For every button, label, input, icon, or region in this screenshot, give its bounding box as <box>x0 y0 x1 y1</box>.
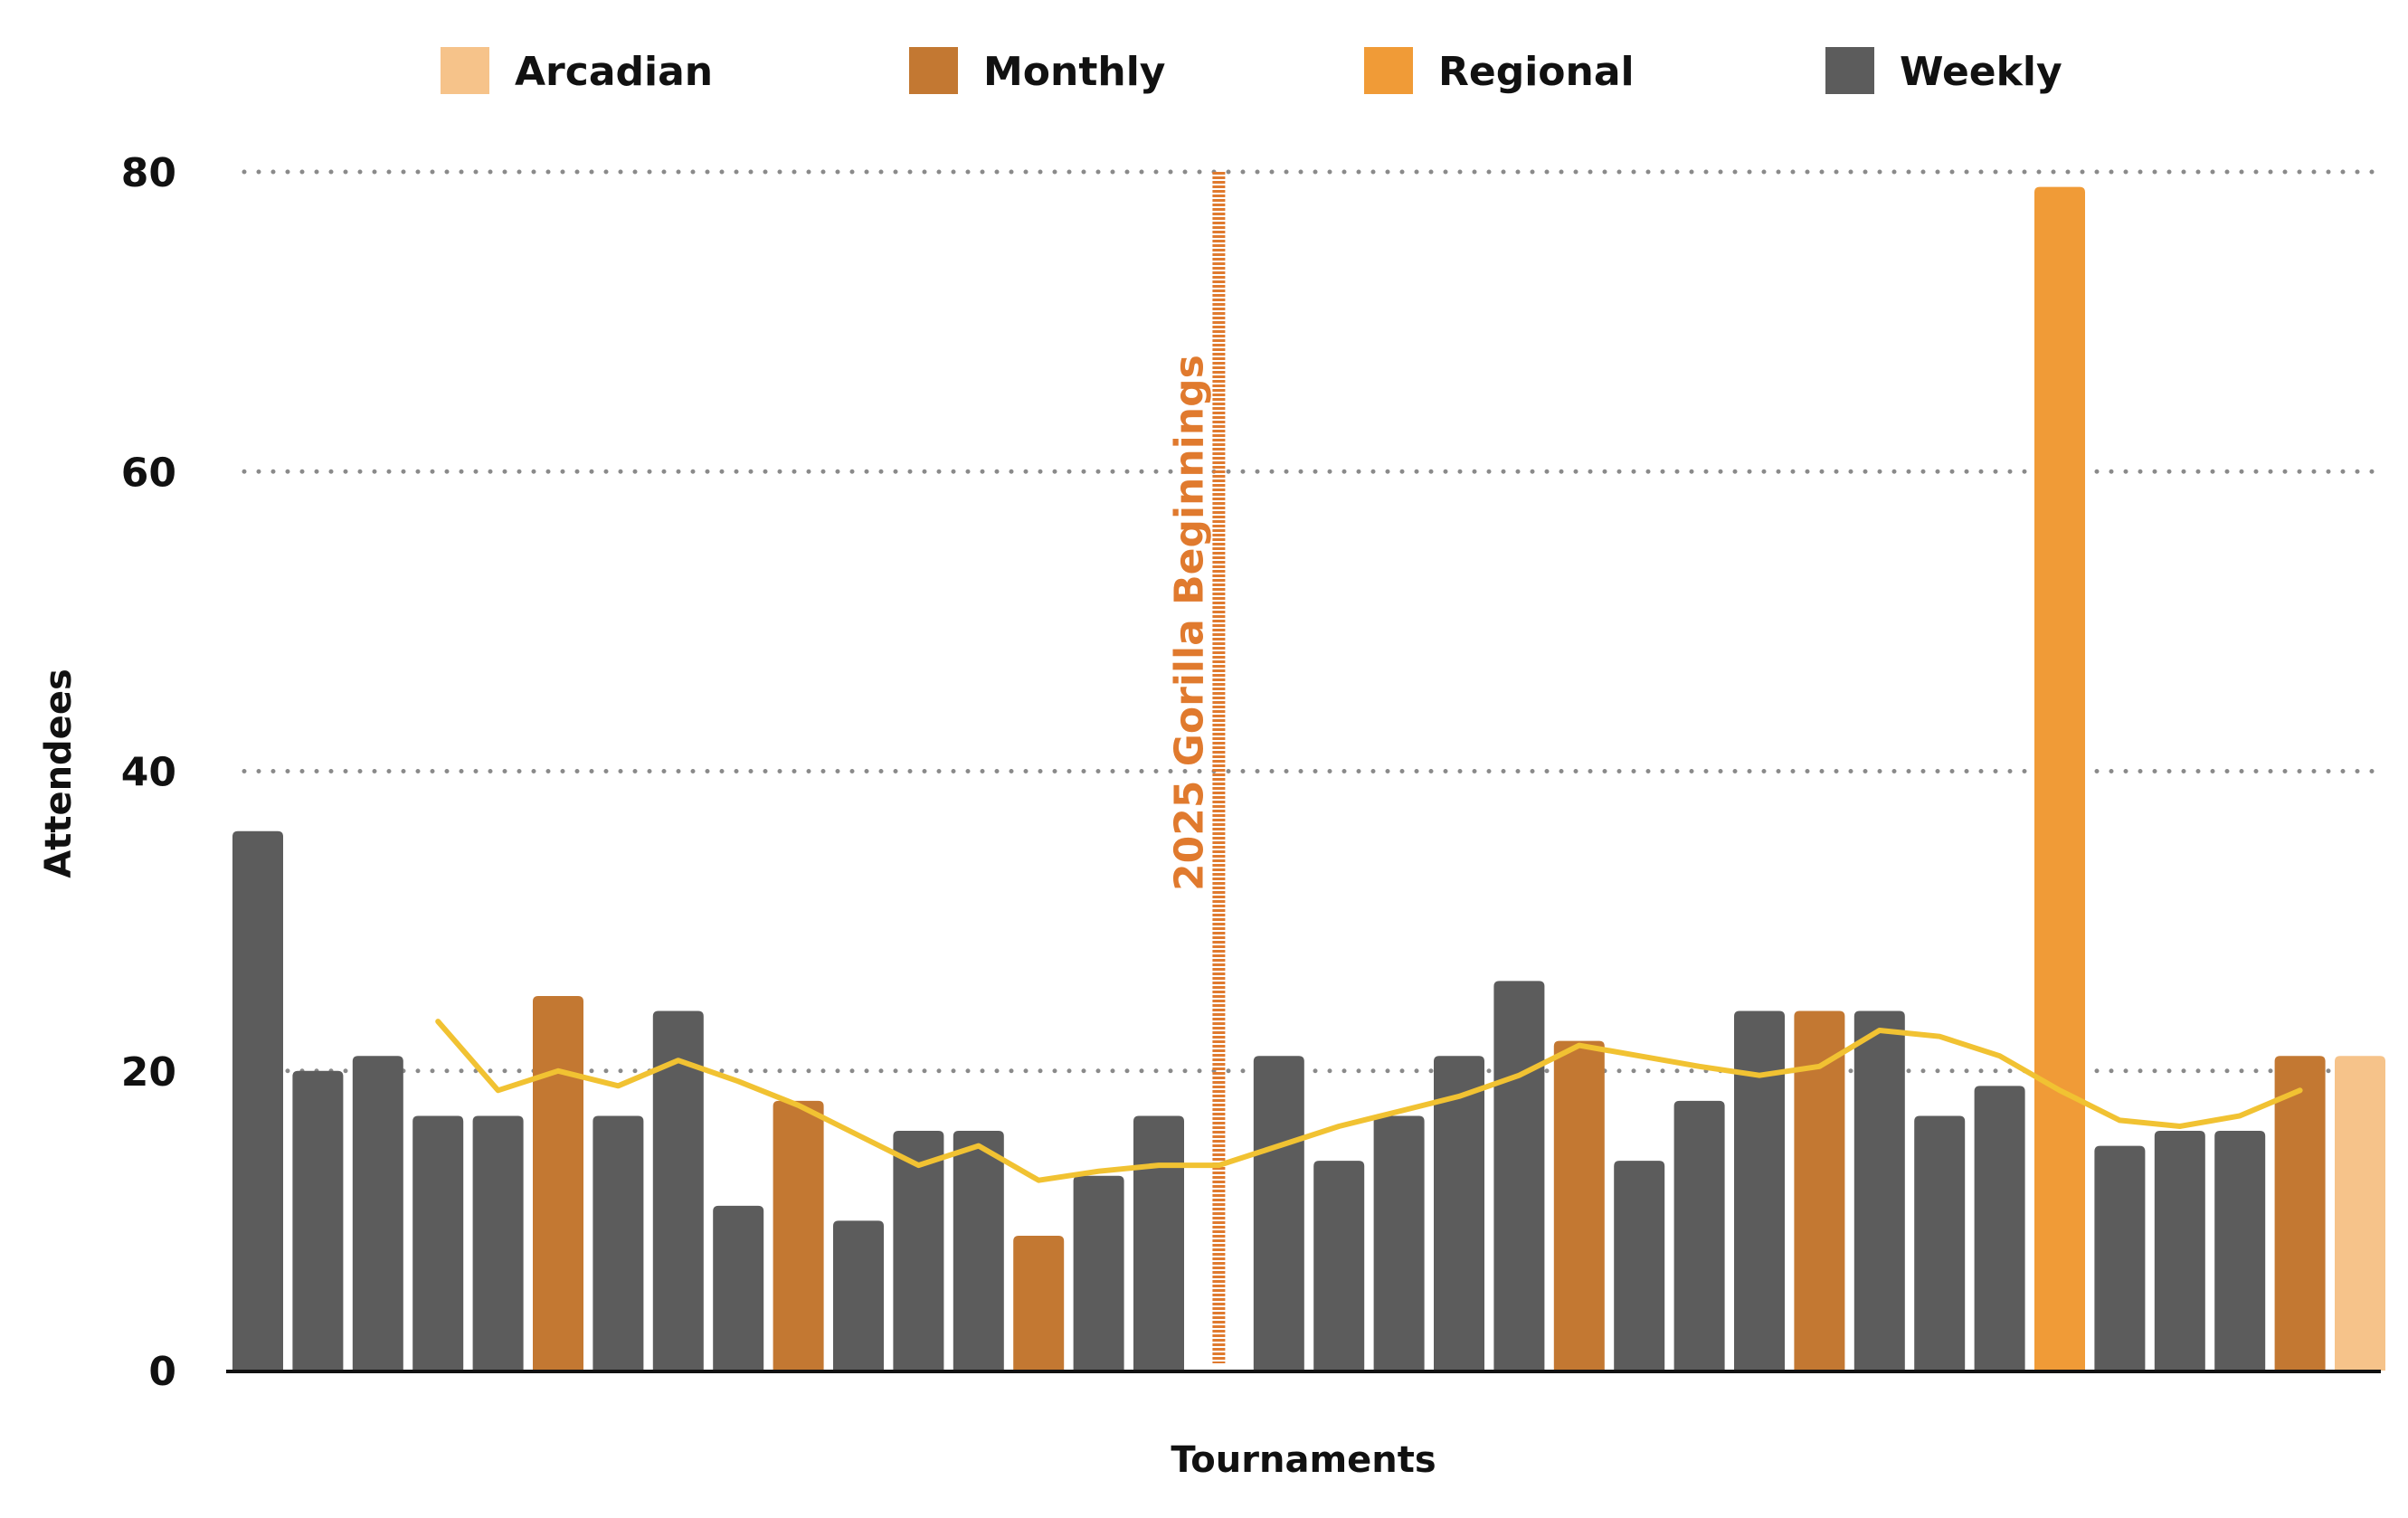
legend-swatch-regional <box>1364 47 1413 94</box>
legend-swatch-arcadian <box>441 47 489 94</box>
bar-weekly <box>1073 1175 1124 1371</box>
x-axis-title: Tournaments <box>1171 1439 1436 1481</box>
bar-weekly <box>1373 1115 1425 1371</box>
bar-arcadian <box>2335 1056 2385 1371</box>
legend-label-arcadian: Arcadian <box>515 49 713 95</box>
bar-monthly <box>1013 1235 1065 1371</box>
y-axis-ticks: 0 20 40 60 80 <box>121 150 176 1395</box>
y-tick-label: 80 <box>121 150 176 196</box>
trend-line <box>435 1019 2303 1183</box>
legend: Arcadian Monthly Regional Weekly <box>441 47 2062 95</box>
bar-monthly <box>2274 1056 2326 1371</box>
bar-monthly <box>533 995 583 1371</box>
bar-weekly <box>953 1131 1004 1371</box>
bar-weekly <box>232 830 283 1371</box>
y-axis-title: Attendees <box>38 669 80 878</box>
bar-weekly <box>2214 1131 2266 1371</box>
bar-weekly <box>1734 1010 1785 1371</box>
bar-weekly <box>352 1056 403 1371</box>
bar-weekly <box>1493 981 1545 1371</box>
bar-weekly <box>713 1205 764 1371</box>
y-tick-label: 20 <box>121 1049 176 1096</box>
bar-monthly <box>1553 1040 1605 1371</box>
bar-weekly <box>412 1115 464 1371</box>
y-tick-label: 40 <box>121 750 176 796</box>
bar-weekly <box>1853 1010 1905 1371</box>
bar-weekly <box>1313 1161 1365 1371</box>
bar-weekly <box>1614 1161 1665 1371</box>
annotation-label: 2025 Gorilla Beginnings <box>1166 355 1212 891</box>
legend-swatch-weekly <box>1825 47 1874 94</box>
bar-monthly <box>773 1100 824 1371</box>
trend-line-path <box>435 1019 2303 1183</box>
bar-weekly <box>472 1115 524 1371</box>
y-tick-label: 60 <box>121 450 176 496</box>
bar-weekly <box>1914 1115 1966 1371</box>
bar-monthly <box>1794 1010 1845 1371</box>
bar-regional <box>2034 186 2085 1371</box>
bar-weekly <box>292 1070 344 1371</box>
legend-label-weekly: Weekly <box>1900 49 2062 95</box>
y-tick-label: 0 <box>148 1349 176 1395</box>
bar-weekly <box>1434 1056 1484 1371</box>
legend-label-monthly: Monthly <box>983 49 1165 95</box>
bar-weekly <box>1673 1100 1725 1371</box>
bar-weekly <box>652 1010 704 1371</box>
bar-weekly <box>593 1115 644 1371</box>
bar-weekly <box>893 1131 944 1371</box>
bars <box>232 186 2385 1371</box>
bar-weekly <box>2094 1145 2146 1371</box>
legend-swatch-monthly <box>909 47 958 94</box>
bar-weekly <box>1974 1086 2025 1371</box>
bar-weekly <box>2154 1131 2205 1371</box>
legend-label-regional: Regional <box>1438 49 1635 95</box>
bar-weekly <box>833 1220 884 1371</box>
bar-weekly <box>1133 1115 1184 1371</box>
bar-weekly <box>1253 1056 1304 1371</box>
